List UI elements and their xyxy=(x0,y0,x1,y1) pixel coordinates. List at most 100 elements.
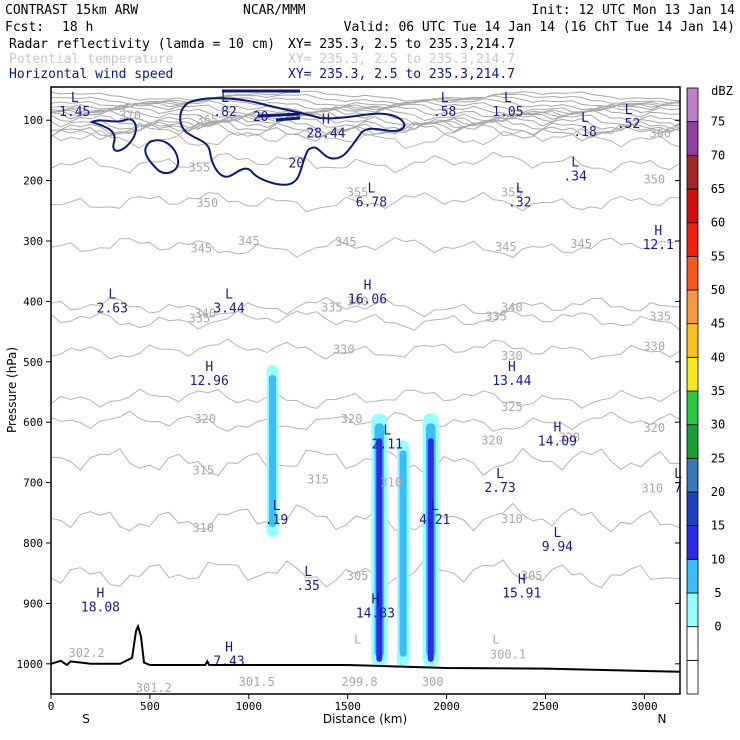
wind-extremum-type: L xyxy=(496,467,504,482)
theta-contour-label: 345 xyxy=(238,234,260,248)
colorbar-box xyxy=(686,424,699,459)
theta-contour-label: 335 xyxy=(485,310,507,324)
wind-extremum-value: .35 xyxy=(296,579,319,594)
wind-extremum-type: L xyxy=(674,467,682,482)
theta-extremum-label: L xyxy=(492,633,499,647)
theta-contour-label: 320 xyxy=(341,412,363,426)
x-tick-label: 0 xyxy=(48,700,55,713)
y-axis-label: Pressure (hPa) xyxy=(5,347,19,433)
wind-extremum-type: L xyxy=(273,499,281,514)
theta-contour-label: 305 xyxy=(521,569,543,583)
colorbar-box xyxy=(686,121,699,156)
axes: 100 200 300 400 500 600 700 800 900 1000 0 500 1000… xyxy=(5,114,680,726)
theta-contour-label: 330 xyxy=(501,349,523,363)
y-axis-ticks: 100 200 300 400 500 600 700 800 900 1000 xyxy=(17,114,680,671)
wind-extremum-value: .52 xyxy=(617,117,640,132)
x-tick-label: 2500 xyxy=(532,700,559,713)
theta-contour xyxy=(51,388,680,410)
wind-extremum-value: 13.44 xyxy=(492,374,531,389)
y-tick-label: 1000 xyxy=(17,658,44,671)
y-tick-label: 300 xyxy=(23,235,43,248)
theta-contour-label: 335 xyxy=(321,300,343,314)
field-xy-theta: XY= 235.3, 2.5 to 235.3,214.7 xyxy=(288,52,515,67)
wind-extremum-value: 16.06 xyxy=(348,292,387,307)
wind-extremum-value: 4.21 xyxy=(419,513,450,528)
theta-contour-upper xyxy=(51,116,680,135)
theta-contour-upper xyxy=(51,113,680,132)
wind-extremum-value: .19 xyxy=(265,513,288,528)
wind-contour-20 xyxy=(89,118,137,152)
colorbar-label: 70 xyxy=(711,148,725,162)
wind-extremum-value: 15.91 xyxy=(502,586,541,601)
x-tick-label: 3000 xyxy=(631,700,658,713)
colorbar-label: 65 xyxy=(711,182,725,196)
wind-extremum-value: .34 xyxy=(563,170,587,185)
wind-extremum-type: L xyxy=(625,103,633,118)
x-axis-label: Distance (km) xyxy=(323,712,407,726)
wind-extremum-value: 1.45 xyxy=(59,105,90,120)
colorbar-box xyxy=(686,626,699,661)
theta-contour xyxy=(51,296,680,318)
theta-contour-label: 315 xyxy=(192,464,214,478)
colorbar-label: 40 xyxy=(711,350,725,364)
wind-extremum-value: 14.09 xyxy=(538,434,577,449)
field-name-reflectivity: Radar reflectivity (lamda = 10 cm) xyxy=(9,37,275,52)
init-time: Init: 12 UTC Mon 13 Jan 14 xyxy=(532,3,736,18)
theta-contour-label: 310 xyxy=(501,512,523,526)
theta-contour xyxy=(51,191,680,213)
wind-contour-label: 20 xyxy=(253,110,269,125)
fcst-value: 18 h xyxy=(62,20,93,35)
colorbar-label: 35 xyxy=(711,384,725,398)
theta-contour-label: 300.1 xyxy=(490,648,526,662)
wind-extremum-type: L xyxy=(71,91,79,106)
wind-extremum-type: L xyxy=(108,287,116,302)
wind-extremum-value: 18.08 xyxy=(81,600,120,615)
theta-contour-label: 330 xyxy=(333,343,355,357)
wind-extremum-type: L xyxy=(553,526,561,541)
theta-contour-label: 340 xyxy=(347,294,369,308)
colorbar-box xyxy=(686,289,699,325)
reflectivity-column-mid xyxy=(399,450,407,657)
colorbar-label: 25 xyxy=(711,451,725,465)
fcst-label: Fcst: xyxy=(5,20,44,35)
theta-contour-label: 310 xyxy=(192,521,214,535)
org-label: NCAR/MMM xyxy=(243,3,306,18)
wind-extremum-value: 28.44 xyxy=(306,126,345,141)
theta-contour xyxy=(51,237,680,258)
colorbar-label: 50 xyxy=(711,283,725,297)
theta-contour-upper xyxy=(51,93,680,105)
colorbar-labels: 0 5 10 15 20 25 30 35 40 45 50 55 60 65 70 75 xyxy=(711,115,725,634)
header: CONTRAST 15km ARW NCAR/MMM Init: 12 UTC … xyxy=(5,3,735,82)
wind-contour-20-small xyxy=(144,139,180,175)
theta-extremum-label: L xyxy=(354,633,361,647)
wind-extremum-value: 2.63 xyxy=(97,301,128,316)
y-tick-label: 400 xyxy=(23,295,43,308)
colorbar-label: 45 xyxy=(711,317,725,331)
theta-contour xyxy=(51,502,680,533)
wind-extremum-type: H xyxy=(654,224,662,239)
model-title: CONTRAST 15km ARW xyxy=(5,3,138,18)
theta-contour-label: 325 xyxy=(501,400,523,414)
wind-extremum-value: .82 xyxy=(213,105,236,120)
wind-extremum-type: L xyxy=(516,182,524,197)
theta-contour xyxy=(51,559,680,589)
theta-contour-upper xyxy=(51,90,680,102)
theta-contour-label: 320 xyxy=(643,421,665,435)
wind-extremum-value: .32 xyxy=(508,196,531,211)
wind-extremum-type: H xyxy=(322,112,330,127)
theta-contour-upper xyxy=(51,97,680,111)
colorbar-label: 20 xyxy=(711,485,725,499)
y-tick-label: 900 xyxy=(23,597,43,610)
colorbar-label: 55 xyxy=(711,249,725,263)
theta-contour-lines xyxy=(51,127,680,589)
theta-contour xyxy=(51,338,680,360)
y-tick-label: 200 xyxy=(23,175,43,188)
colorbar-box xyxy=(686,525,699,560)
theta-contour-label: 370 xyxy=(119,108,141,122)
reflectivity-columns xyxy=(266,364,439,667)
colorbar-box xyxy=(686,659,699,695)
colorbar-unit: dBZ xyxy=(711,84,733,98)
theta-contour-upper xyxy=(51,112,680,130)
wind-contour-jet xyxy=(222,89,301,122)
wind-extremum-value: 12.96 xyxy=(190,374,229,389)
